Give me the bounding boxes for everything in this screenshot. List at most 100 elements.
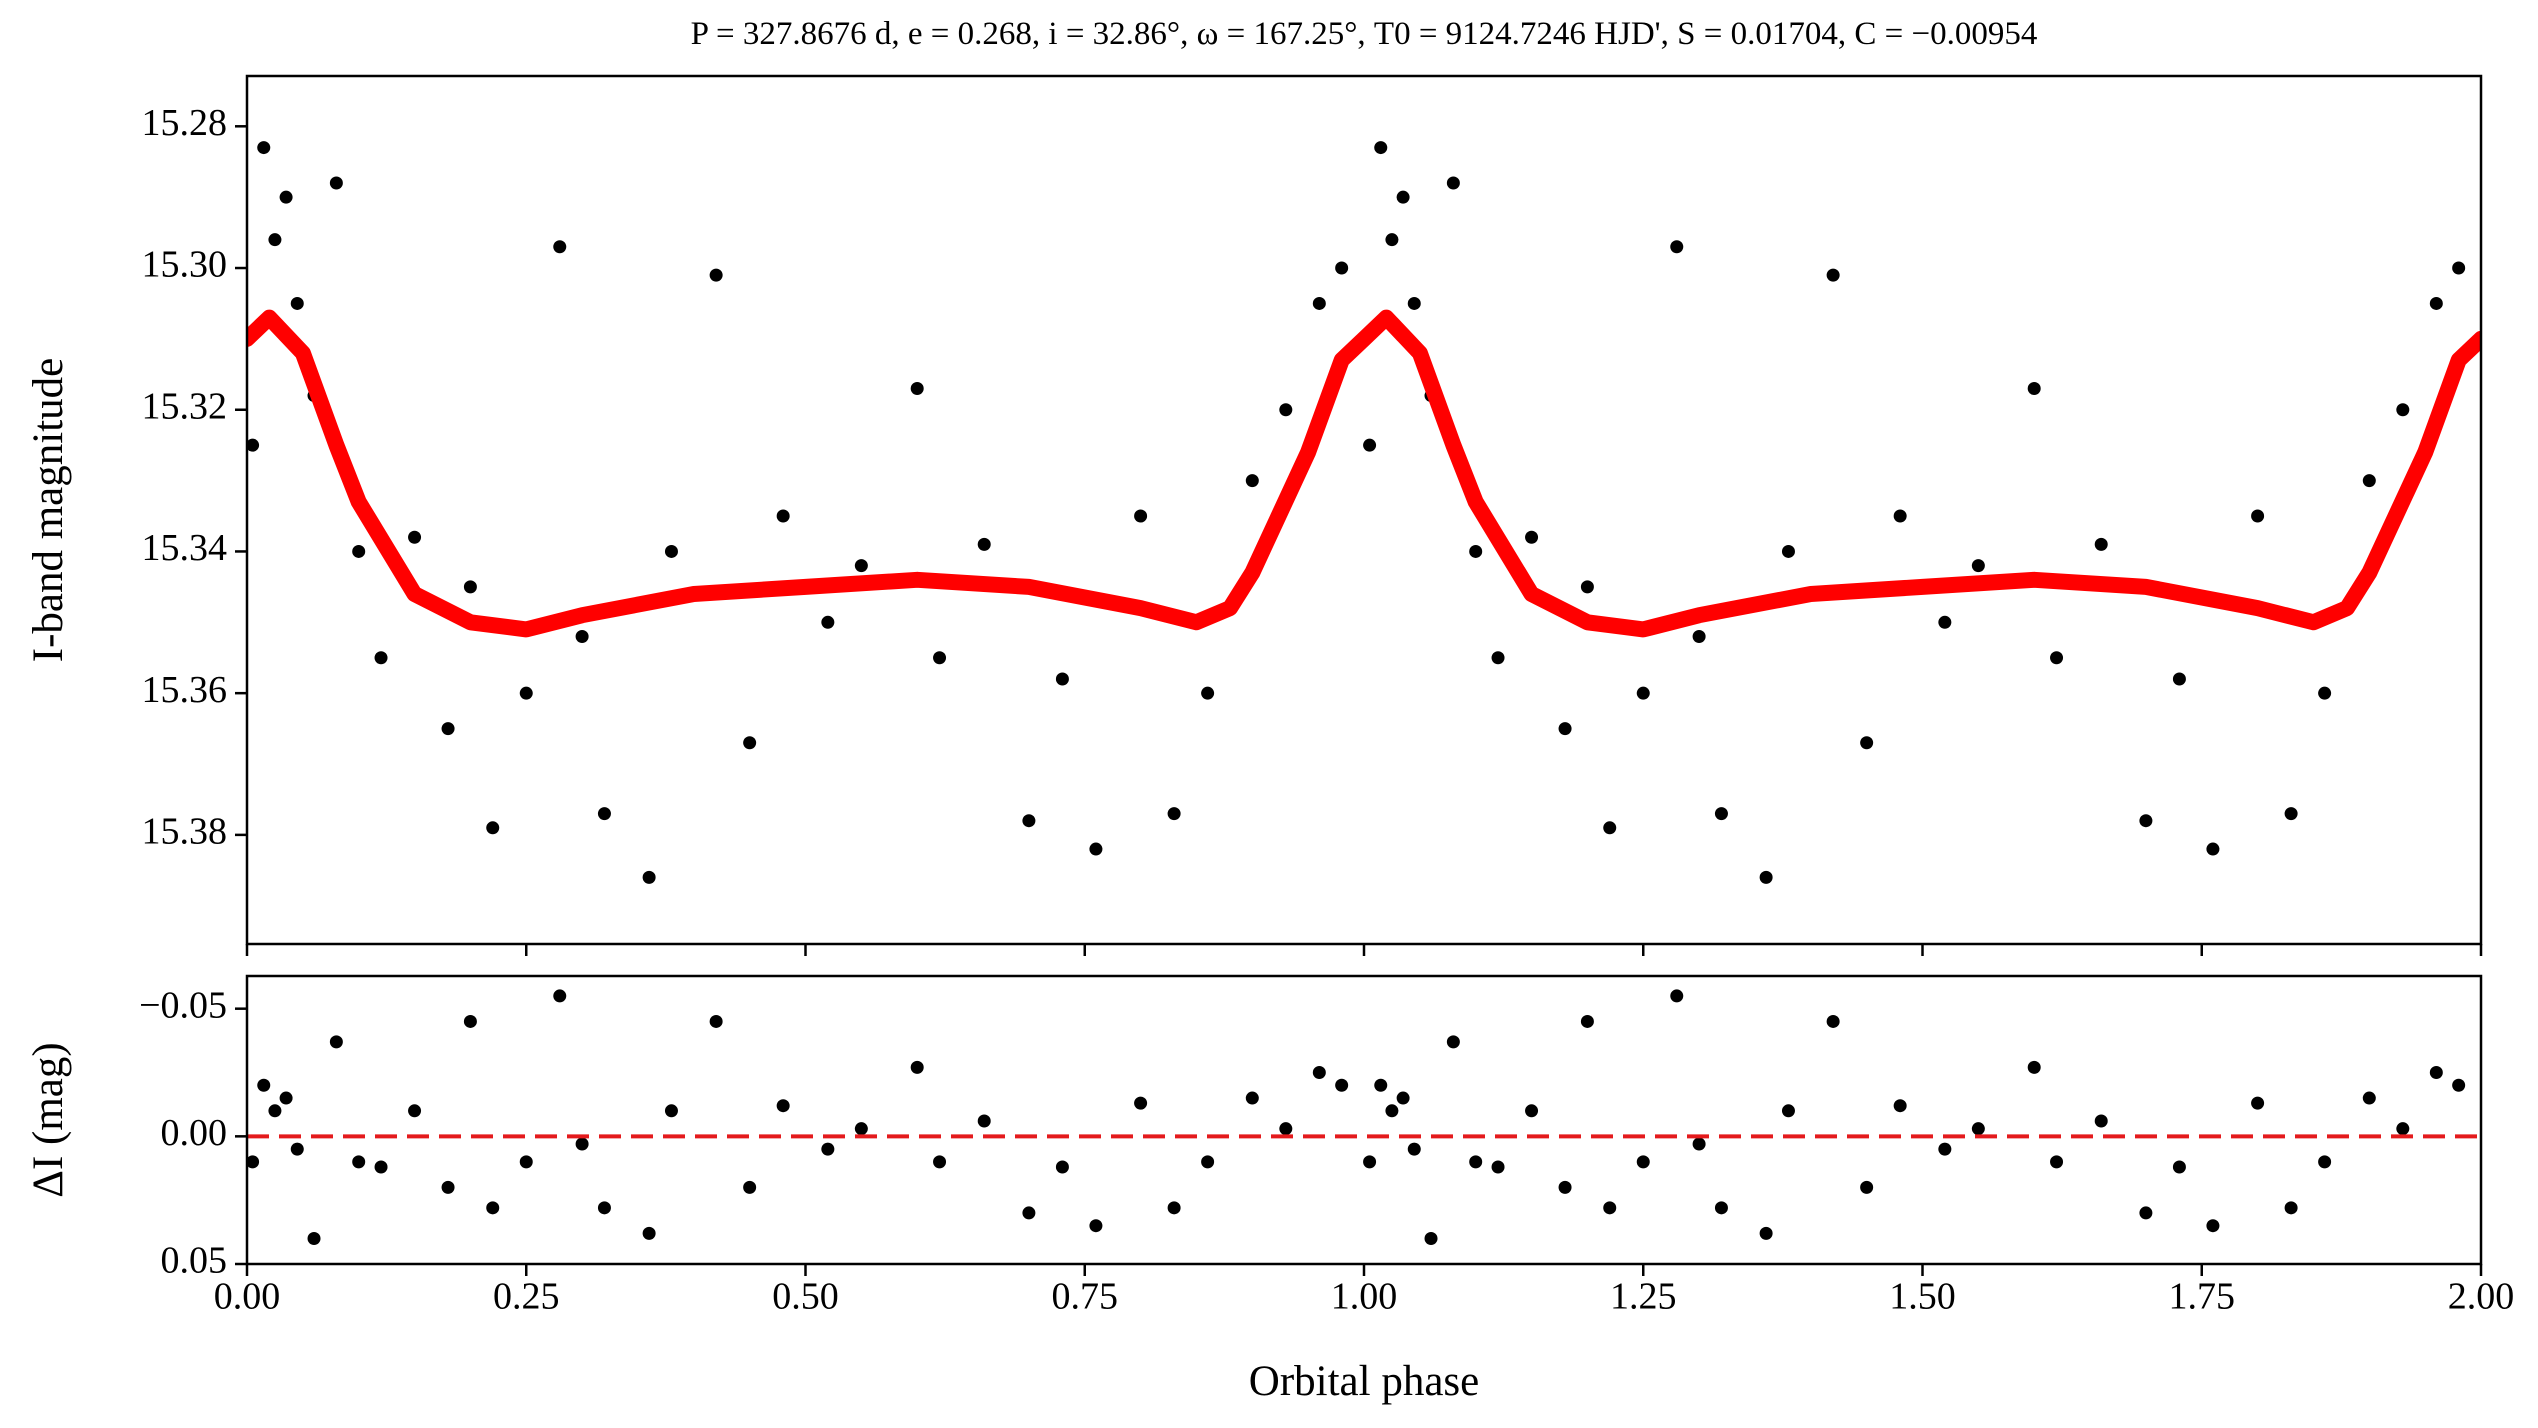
data-point	[463, 1014, 477, 1028]
data-point	[1670, 989, 1684, 1003]
y-tick-label: 15.36	[142, 669, 228, 711]
data-point	[2318, 686, 2332, 700]
data-point	[709, 268, 723, 282]
data-point	[821, 1142, 835, 1156]
data-point	[854, 559, 868, 573]
data-point	[1363, 1155, 1377, 1169]
x-tick-label: 0.25	[493, 1276, 560, 1318]
x-tick-label: 2.00	[2448, 1276, 2515, 1318]
data-point	[1446, 176, 1460, 190]
data-point	[408, 530, 422, 544]
data-point	[519, 1155, 533, 1169]
x-tick-label: 0.75	[1052, 1276, 1119, 1318]
data-point	[1469, 1155, 1483, 1169]
data-point	[1374, 1078, 1388, 1092]
data-point	[1055, 1160, 1069, 1174]
data-point	[1938, 615, 1952, 629]
data-point	[1558, 1180, 1572, 1194]
data-point	[2284, 1201, 2298, 1215]
data-point	[257, 141, 271, 155]
data-point	[1525, 1104, 1539, 1118]
data-point	[1374, 141, 1388, 155]
data-point	[2027, 1060, 2041, 1074]
data-point	[1385, 233, 1399, 247]
data-point	[352, 1155, 366, 1169]
data-point	[519, 686, 533, 700]
data-point	[1134, 1096, 1148, 1110]
y-tick-label: 15.30	[142, 244, 228, 286]
data-point	[1971, 559, 1985, 573]
x-axis-label: Orbital phase	[1249, 1358, 1479, 1405]
data-point	[1893, 509, 1907, 523]
data-point	[329, 176, 343, 190]
data-point	[2050, 651, 2064, 665]
data-point	[1491, 651, 1505, 665]
data-point	[642, 1226, 656, 1240]
data-point	[910, 1060, 924, 1074]
data-point	[1396, 1091, 1410, 1105]
data-point	[2362, 474, 2376, 488]
data-point	[307, 1231, 321, 1245]
data-point	[1335, 1078, 1349, 1092]
data-point	[441, 722, 455, 736]
data-point	[2362, 1091, 2376, 1105]
data-point	[1407, 1142, 1421, 1156]
data-point	[776, 509, 790, 523]
data-point	[1692, 1137, 1706, 1151]
data-point	[1636, 686, 1650, 700]
data-point	[743, 1180, 757, 1194]
data-point	[1201, 686, 1215, 700]
data-point	[268, 233, 282, 247]
data-point	[664, 1104, 678, 1118]
data-point	[854, 1122, 868, 1136]
data-point	[2251, 509, 2265, 523]
data-point	[1279, 403, 1293, 417]
data-point	[1759, 1226, 1773, 1240]
data-point	[1893, 1099, 1907, 1113]
data-point	[352, 544, 366, 558]
data-point	[1201, 1155, 1215, 1169]
data-point	[1022, 1206, 1036, 1220]
x-tick-label: 1.50	[1889, 1276, 1956, 1318]
data-point	[1167, 1201, 1181, 1215]
data-point	[1580, 580, 1594, 594]
data-point	[1525, 530, 1539, 544]
data-point	[1089, 842, 1103, 856]
data-point	[1670, 240, 1684, 254]
data-point	[1558, 722, 1572, 736]
chart-title: P = 327.8676 d, e = 0.268, i = 32.86°, ω…	[691, 16, 2038, 52]
data-point	[279, 190, 293, 204]
data-point	[257, 1078, 271, 1092]
data-point	[2429, 296, 2443, 310]
data-point	[408, 1104, 422, 1118]
data-point	[1312, 296, 1326, 310]
data-point	[1167, 807, 1181, 821]
data-point	[1245, 1091, 1259, 1105]
data-point	[268, 1104, 282, 1118]
data-point	[290, 296, 304, 310]
data-point	[933, 1155, 947, 1169]
y-axis-label: I-band magnitude	[25, 358, 72, 663]
data-point	[1089, 1219, 1103, 1233]
data-point	[1396, 190, 1410, 204]
data-point	[910, 381, 924, 395]
data-point	[1335, 261, 1349, 275]
data-point	[553, 240, 567, 254]
data-point	[1407, 296, 1421, 310]
data-point	[597, 1201, 611, 1215]
data-point	[2396, 403, 2410, 417]
data-point	[1860, 736, 1874, 750]
data-point	[2027, 381, 2041, 395]
data-point	[1363, 438, 1377, 452]
data-point	[575, 1137, 589, 1151]
y-tick-label: 15.34	[142, 527, 228, 569]
data-point	[441, 1180, 455, 1194]
data-point	[2251, 1096, 2265, 1110]
data-point	[709, 1014, 723, 1028]
data-point	[575, 629, 589, 643]
y-tick-label: 0.00	[161, 1112, 228, 1154]
data-point	[1469, 544, 1483, 558]
data-point	[279, 1091, 293, 1105]
data-point	[1424, 1231, 1438, 1245]
